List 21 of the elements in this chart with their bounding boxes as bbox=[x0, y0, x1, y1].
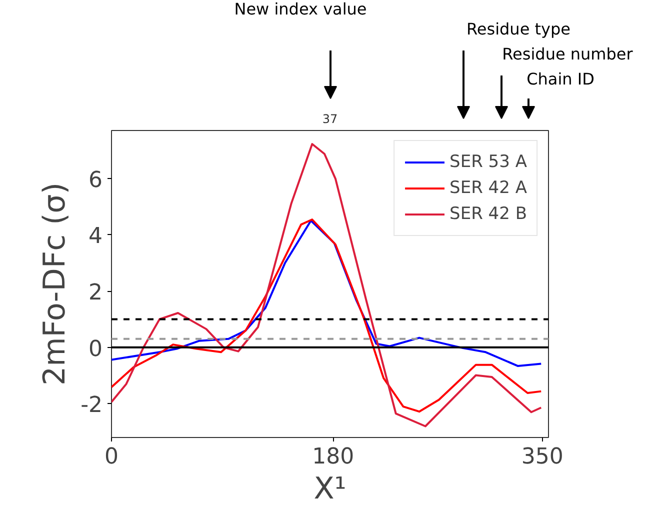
legend-label: SER 42 A bbox=[450, 177, 527, 199]
text: New index value bbox=[234, 0, 367, 18]
y-tick-label: 0 bbox=[88, 336, 103, 362]
line-series bbox=[112, 220, 542, 367]
legend-label: SER 53 A bbox=[450, 151, 527, 173]
line-series bbox=[112, 218, 542, 413]
x-tick-label: 0 bbox=[104, 444, 118, 470]
y-tick-label: -2 bbox=[80, 393, 102, 418]
line-series bbox=[112, 143, 542, 428]
x-tick-label: 180 bbox=[312, 444, 354, 470]
legend-label: SER 42 B bbox=[450, 203, 527, 225]
y-axis-title: 2mFo-DFc (σ) bbox=[38, 182, 73, 386]
text: Residue number bbox=[502, 44, 634, 64]
y-tick-label: 2 bbox=[88, 280, 103, 306]
y-tick-label: 4 bbox=[88, 224, 103, 250]
text: Chain ID bbox=[526, 70, 594, 88]
x-axis-title: X¹ bbox=[314, 472, 346, 506]
text: Residue type bbox=[466, 20, 571, 38]
chart-title: 37 bbox=[322, 112, 338, 126]
x-tick-label: 350 bbox=[521, 444, 564, 470]
y-tick-label: 6 bbox=[88, 168, 103, 193]
